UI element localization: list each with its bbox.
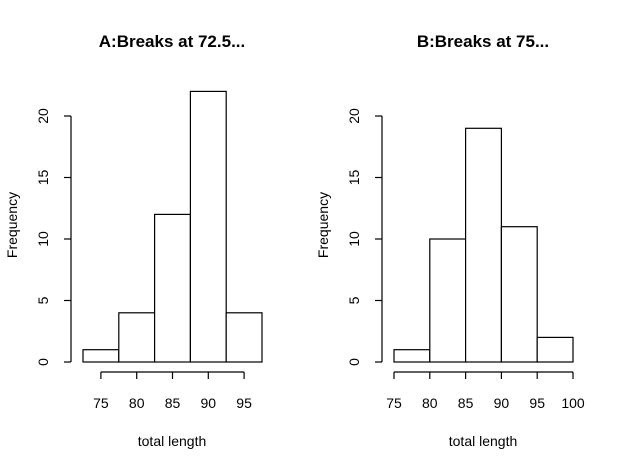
- histogram-bar: [82, 349, 120, 363]
- y-tick-label: 10: [346, 231, 362, 247]
- x-tick-label: 75: [93, 395, 109, 411]
- x-tick-label: 80: [129, 395, 145, 411]
- x-tick-label: 75: [386, 395, 402, 411]
- y-tick-label: 20: [346, 108, 362, 124]
- x-tick-label: 85: [165, 395, 181, 411]
- y-tick-label: 0: [346, 358, 362, 366]
- histogram-bar: [536, 336, 574, 363]
- x-axis-label: total length: [449, 433, 518, 449]
- histogram-bar: [225, 312, 263, 363]
- y-tick-label: 5: [346, 296, 362, 304]
- histogram-bar: [429, 238, 467, 363]
- y-tick-label: 0: [35, 358, 51, 366]
- chart-title: A:Breaks at 72.5...: [99, 32, 245, 51]
- y-tick-label: 15: [346, 170, 362, 186]
- y-tick-label: 20: [35, 108, 51, 124]
- y-tick-label: 5: [35, 296, 51, 304]
- x-tick-label: 80: [422, 395, 438, 411]
- histogram-bar: [154, 213, 192, 363]
- histogram-bar: [118, 312, 156, 363]
- x-tick-label: 100: [561, 395, 585, 411]
- histogram-bar: [189, 90, 227, 363]
- chart-title: B:Breaks at 75...: [417, 32, 549, 51]
- histogram-bar: [500, 226, 538, 363]
- y-tick-label: 15: [35, 170, 51, 186]
- y-axis-label: Frequency: [4, 192, 20, 258]
- x-tick-label: 95: [529, 395, 545, 411]
- histogram-bar: [393, 349, 431, 363]
- x-tick-label: 85: [458, 395, 474, 411]
- histogram-bar: [465, 127, 503, 363]
- x-axis-label: total length: [138, 433, 207, 449]
- x-tick-label: 95: [236, 395, 252, 411]
- histogram-panel-b: B:Breaks at 75... 75 80 85 90 95 100 0 5 10 15 20 to…: [315, 32, 585, 449]
- x-tick-label: 90: [494, 395, 510, 411]
- histogram-panel-a: A:Breaks at 72.5... 75 80 85 90 95 0 5 10 15 20 tot…: [4, 32, 263, 449]
- x-tick-label: 90: [201, 395, 217, 411]
- y-tick-label: 10: [35, 231, 51, 247]
- y-axis-label: Frequency: [315, 192, 331, 258]
